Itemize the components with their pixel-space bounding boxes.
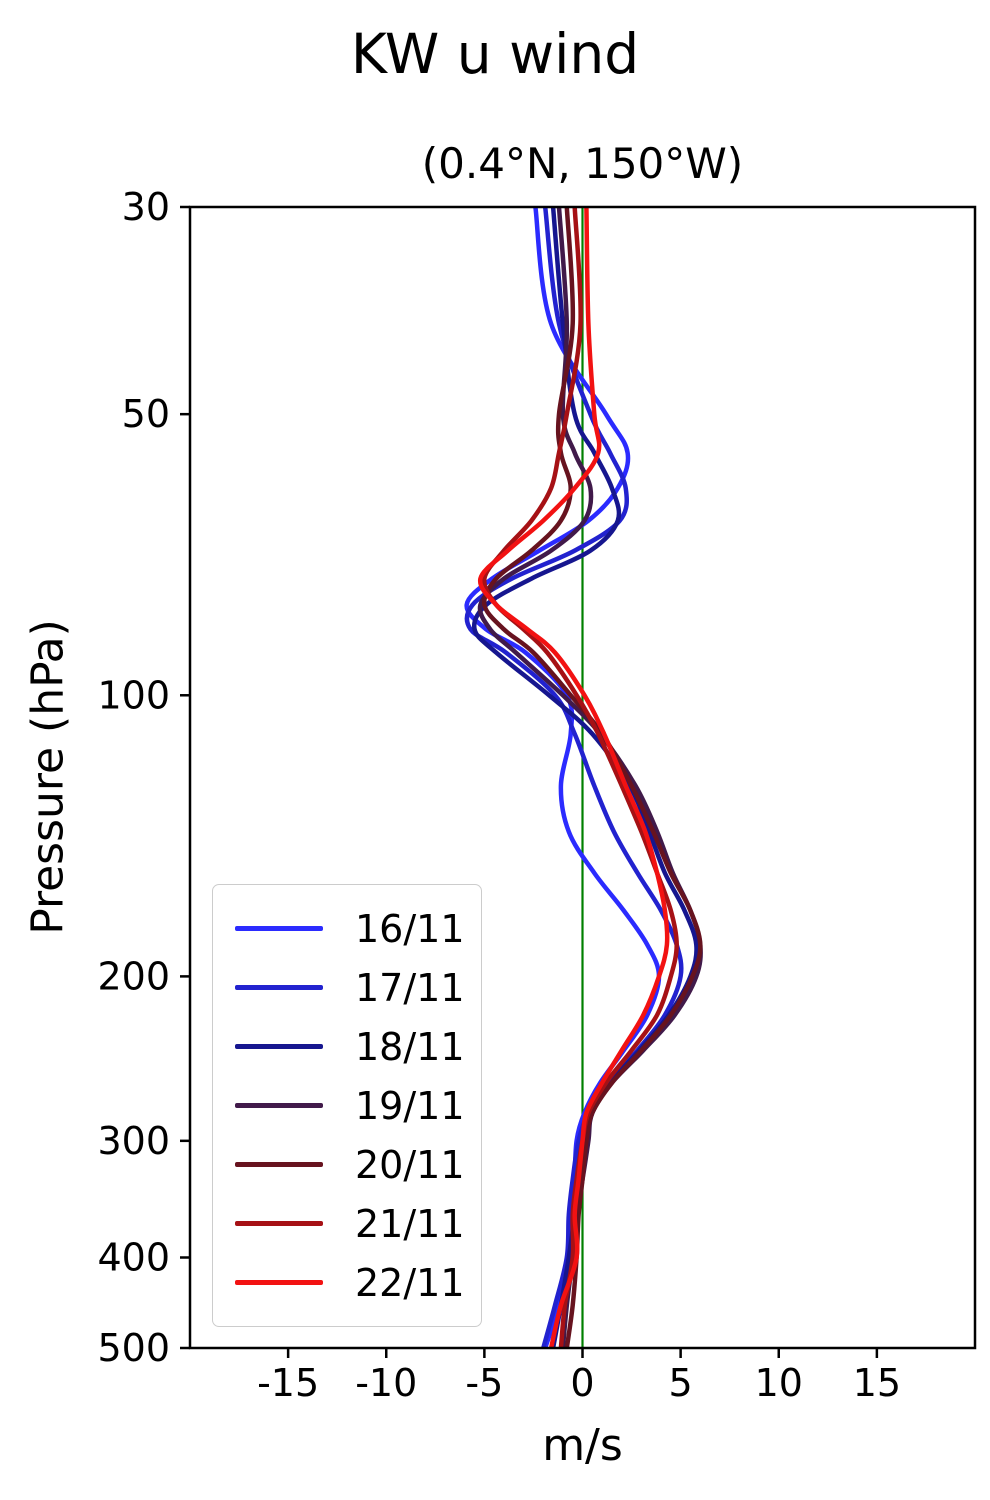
legend-line-sample [235, 985, 323, 990]
series-line-22-11 [477, 207, 670, 1348]
x-tick-label: 10 [755, 1361, 803, 1405]
x-axis-label: m/s [542, 1420, 623, 1471]
legend-item-21-11: 21/11 [235, 1194, 465, 1253]
y-tick-label: 30 [122, 185, 170, 229]
legend-line-sample [235, 1221, 323, 1226]
y-tick-label: 50 [122, 392, 170, 436]
legend-item-22-11: 22/11 [235, 1253, 465, 1312]
legend-label: 16/11 [355, 906, 465, 951]
y-tick-label: 400 [97, 1236, 170, 1280]
legend-line-sample [235, 926, 323, 931]
y-tick-label: 100 [97, 673, 170, 717]
series-line-17-11 [464, 207, 684, 1348]
axes-subtitle: (0.4°N, 150°W) [421, 139, 744, 188]
legend-line-sample [235, 1044, 323, 1049]
legend-label: 21/11 [355, 1201, 465, 1246]
legend-line-sample [235, 1280, 323, 1285]
legend-item-19-11: 19/11 [235, 1076, 465, 1135]
x-tick-label: 5 [669, 1361, 693, 1405]
y-tick-label: 500 [97, 1326, 170, 1370]
legend-item-16-11: 16/11 [235, 899, 465, 958]
legend: 16/11 17/11 18/11 19/11 20/11 21/11 22/11 [212, 884, 482, 1327]
y-tick-label: 200 [97, 954, 170, 998]
legend-label: 17/11 [355, 965, 465, 1010]
x-tick-label: -15 [257, 1361, 319, 1405]
series-line-18-11 [471, 207, 699, 1348]
legend-label: 22/11 [355, 1260, 465, 1305]
legend-line-sample [235, 1162, 323, 1167]
x-tick-label: 0 [570, 1361, 594, 1405]
legend-item-20-11: 20/11 [235, 1135, 465, 1194]
legend-item-18-11: 18/11 [235, 1017, 465, 1076]
legend-label: 19/11 [355, 1083, 465, 1128]
legend-label: 18/11 [355, 1024, 465, 1069]
legend-label: 20/11 [355, 1142, 465, 1187]
figure-title: KW u wind [350, 22, 640, 86]
legend-item-17-11: 17/11 [235, 958, 465, 1017]
y-tick-label: 300 [97, 1119, 170, 1163]
x-tick-label: -10 [355, 1361, 417, 1405]
x-tick-label: 15 [853, 1361, 901, 1405]
x-tick-label: -5 [465, 1361, 503, 1405]
legend-line-sample [235, 1103, 323, 1108]
